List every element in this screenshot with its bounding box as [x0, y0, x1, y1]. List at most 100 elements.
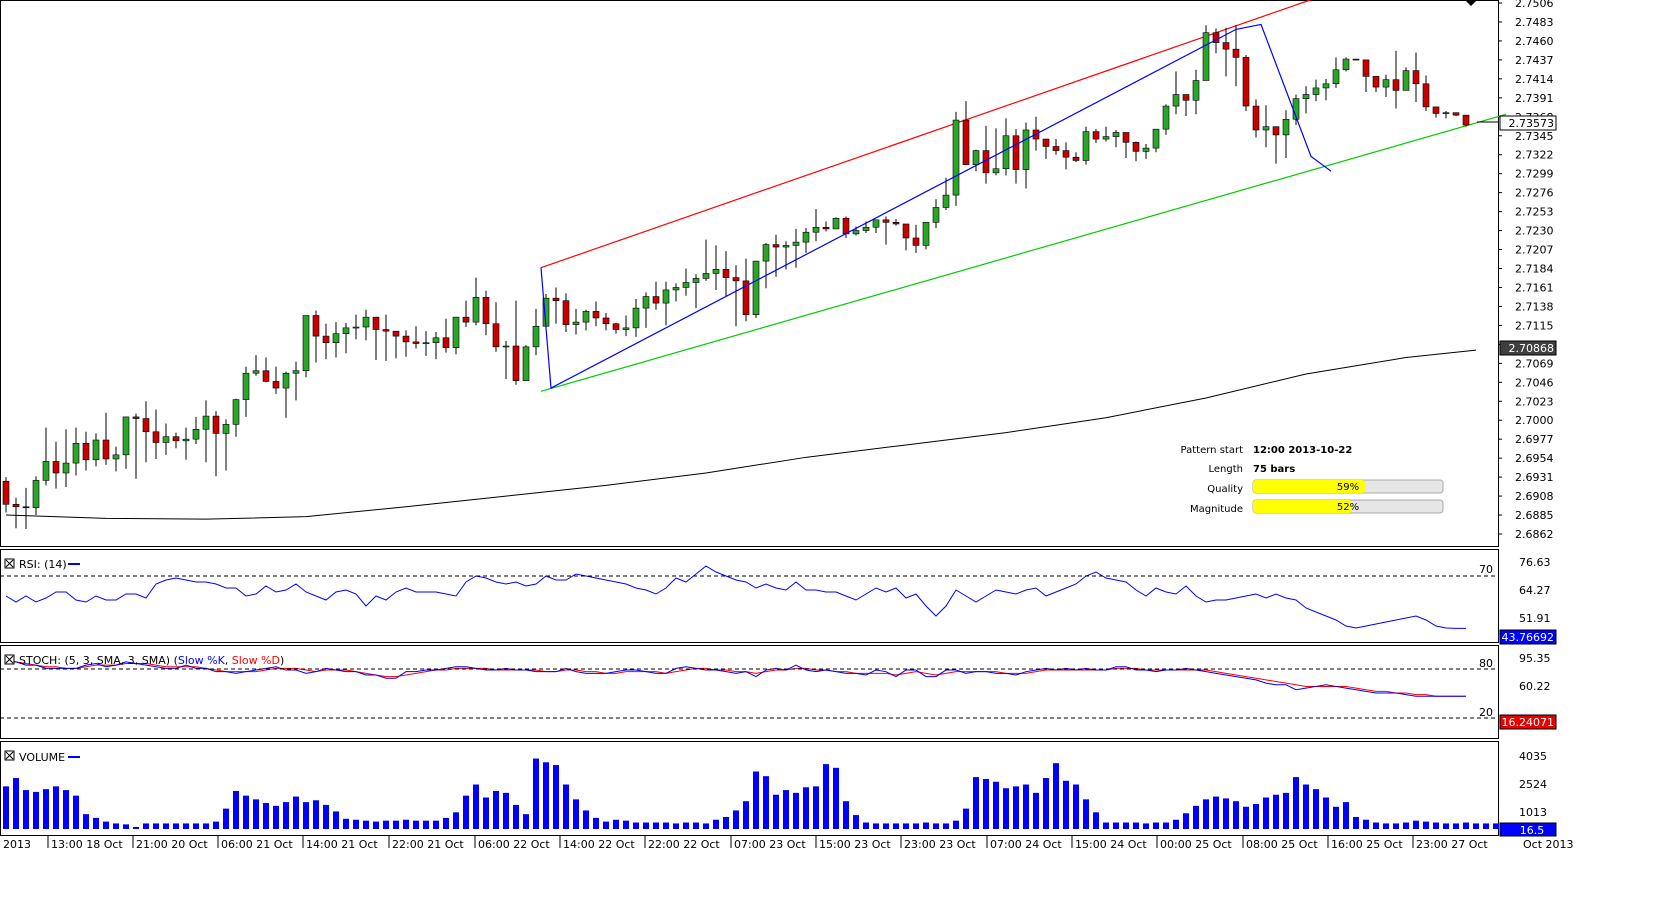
volume-bar: [973, 777, 979, 829]
scroll-marker-icon[interactable]: [1465, 0, 1477, 6]
volume-bar: [1383, 823, 1389, 829]
volume-bar: [1003, 788, 1009, 829]
volume-bar: [563, 784, 569, 829]
volume-bar: [893, 823, 899, 829]
volume-bar: [883, 823, 889, 829]
volume-bar: [783, 790, 789, 829]
channel-lower-line: [540, 113, 1507, 392]
moving-average-line: [5, 349, 1477, 520]
time-tick-label: 15:00 23 Oct: [819, 838, 891, 851]
volume-bar: [223, 808, 229, 829]
candle-bearish: [1452, 112, 1460, 116]
candle-bullish: [632, 307, 640, 329]
stoch-layer: [5, 659, 1466, 697]
pattern-start-label: Pattern start: [1181, 445, 1244, 456]
volume-bar: [253, 799, 259, 829]
price-tick-label: 2.7506: [1515, 0, 1554, 10]
candle-bullish: [362, 316, 370, 328]
candle-bearish: [1392, 79, 1400, 91]
candle-bearish: [1182, 94, 1190, 101]
volume-bar: [173, 823, 179, 829]
volume-axis-2: 2524: [1519, 778, 1547, 791]
price-tick-label: 2.6885: [1515, 509, 1554, 522]
candle-bullish: [812, 226, 820, 233]
candle-bullish: [1082, 131, 1090, 161]
candle-bullish: [502, 345, 510, 348]
candle-bearish: [1222, 42, 1230, 50]
volume-bar: [673, 823, 679, 829]
volume-bar: [473, 784, 479, 829]
candle-bullish: [1402, 70, 1410, 91]
volume-bar: [873, 823, 879, 829]
volume-bar: [83, 814, 89, 829]
volume-bar: [1163, 822, 1169, 829]
volume-bar: [193, 823, 199, 829]
candle-bullish: [122, 416, 130, 456]
volume-bar: [1233, 801, 1239, 829]
candle-bearish: [1072, 156, 1080, 161]
stoch-title: STOCH: (5, 3, SMA, 3, SMA): [19, 654, 170, 667]
candle-bearish: [132, 416, 140, 419]
candle-bearish: [1062, 150, 1070, 158]
volume-bar: [1333, 806, 1339, 829]
volume-bar: [423, 820, 429, 829]
candle-bearish: [882, 219, 890, 223]
volume-bar: [333, 811, 339, 829]
magnitude-bar-fill: [1253, 500, 1352, 513]
candle-bullish: [92, 439, 100, 461]
volume-bar: [453, 812, 459, 829]
candle-bullish: [1282, 118, 1290, 136]
candle-bullish: [532, 325, 540, 348]
volume-bar: [863, 822, 869, 829]
volume-bar: [593, 817, 599, 829]
candle-bullish: [1442, 112, 1450, 114]
volume-bar: [1463, 822, 1469, 829]
volume-bar: [693, 822, 699, 829]
candle-bearish: [1232, 48, 1240, 58]
rsi-axis-3: 51.91: [1519, 612, 1551, 625]
pattern-length-value: 75 bars: [1253, 464, 1295, 475]
volume-bar: [263, 803, 269, 829]
volume-bar: [1263, 797, 1269, 829]
price-tick-label: 2.7138: [1515, 300, 1554, 313]
volume-bar: [233, 791, 239, 829]
candle-bullish: [1172, 94, 1180, 107]
time-tick-label: 23:00 27 Oct: [1416, 838, 1488, 851]
candle-bullish: [932, 207, 940, 223]
volume-bar: [1403, 822, 1409, 829]
rsi-layer: [5, 565, 1466, 629]
volume-bar: [1033, 792, 1039, 829]
candle-bullish: [872, 219, 880, 228]
candle-bullish: [922, 222, 930, 246]
candle-bearish: [552, 297, 560, 301]
price-tick-label: 2.7023: [1515, 395, 1554, 408]
candle-bullish: [1312, 87, 1320, 95]
volume-bar: [293, 796, 299, 829]
candle-bullish: [1112, 132, 1120, 137]
volume-bar: [1013, 786, 1019, 829]
candle-bullish: [232, 399, 240, 425]
rsi-panel-frame: [0, 549, 1499, 643]
candle-bullish: [972, 150, 980, 165]
volume-bar: [33, 791, 39, 829]
candle-bearish: [12, 504, 20, 508]
volume-bar: [373, 821, 379, 829]
candle-bearish: [22, 506, 30, 509]
time-tick-label: 06:00 22 Oct: [478, 838, 550, 851]
price-tick-label: 2.7046: [1515, 376, 1554, 389]
candle-bullish: [992, 168, 1000, 174]
volume-bar: [1193, 805, 1199, 829]
volume-bar: [943, 823, 949, 829]
volume-bar: [1213, 796, 1219, 829]
candle-bearish: [492, 323, 500, 348]
candle-bullish: [242, 372, 250, 400]
volume-bar: [343, 818, 349, 829]
volume-bar: [313, 800, 319, 829]
price-tick-label: 2.6977: [1515, 433, 1554, 446]
candle-bearish: [142, 418, 150, 433]
price-tick-label: 2.7230: [1515, 225, 1554, 238]
volume-bar: [1063, 780, 1069, 829]
time-tick-label: 2013: [3, 838, 31, 851]
volume-bar: [903, 823, 909, 829]
candle-bearish: [1462, 114, 1470, 126]
